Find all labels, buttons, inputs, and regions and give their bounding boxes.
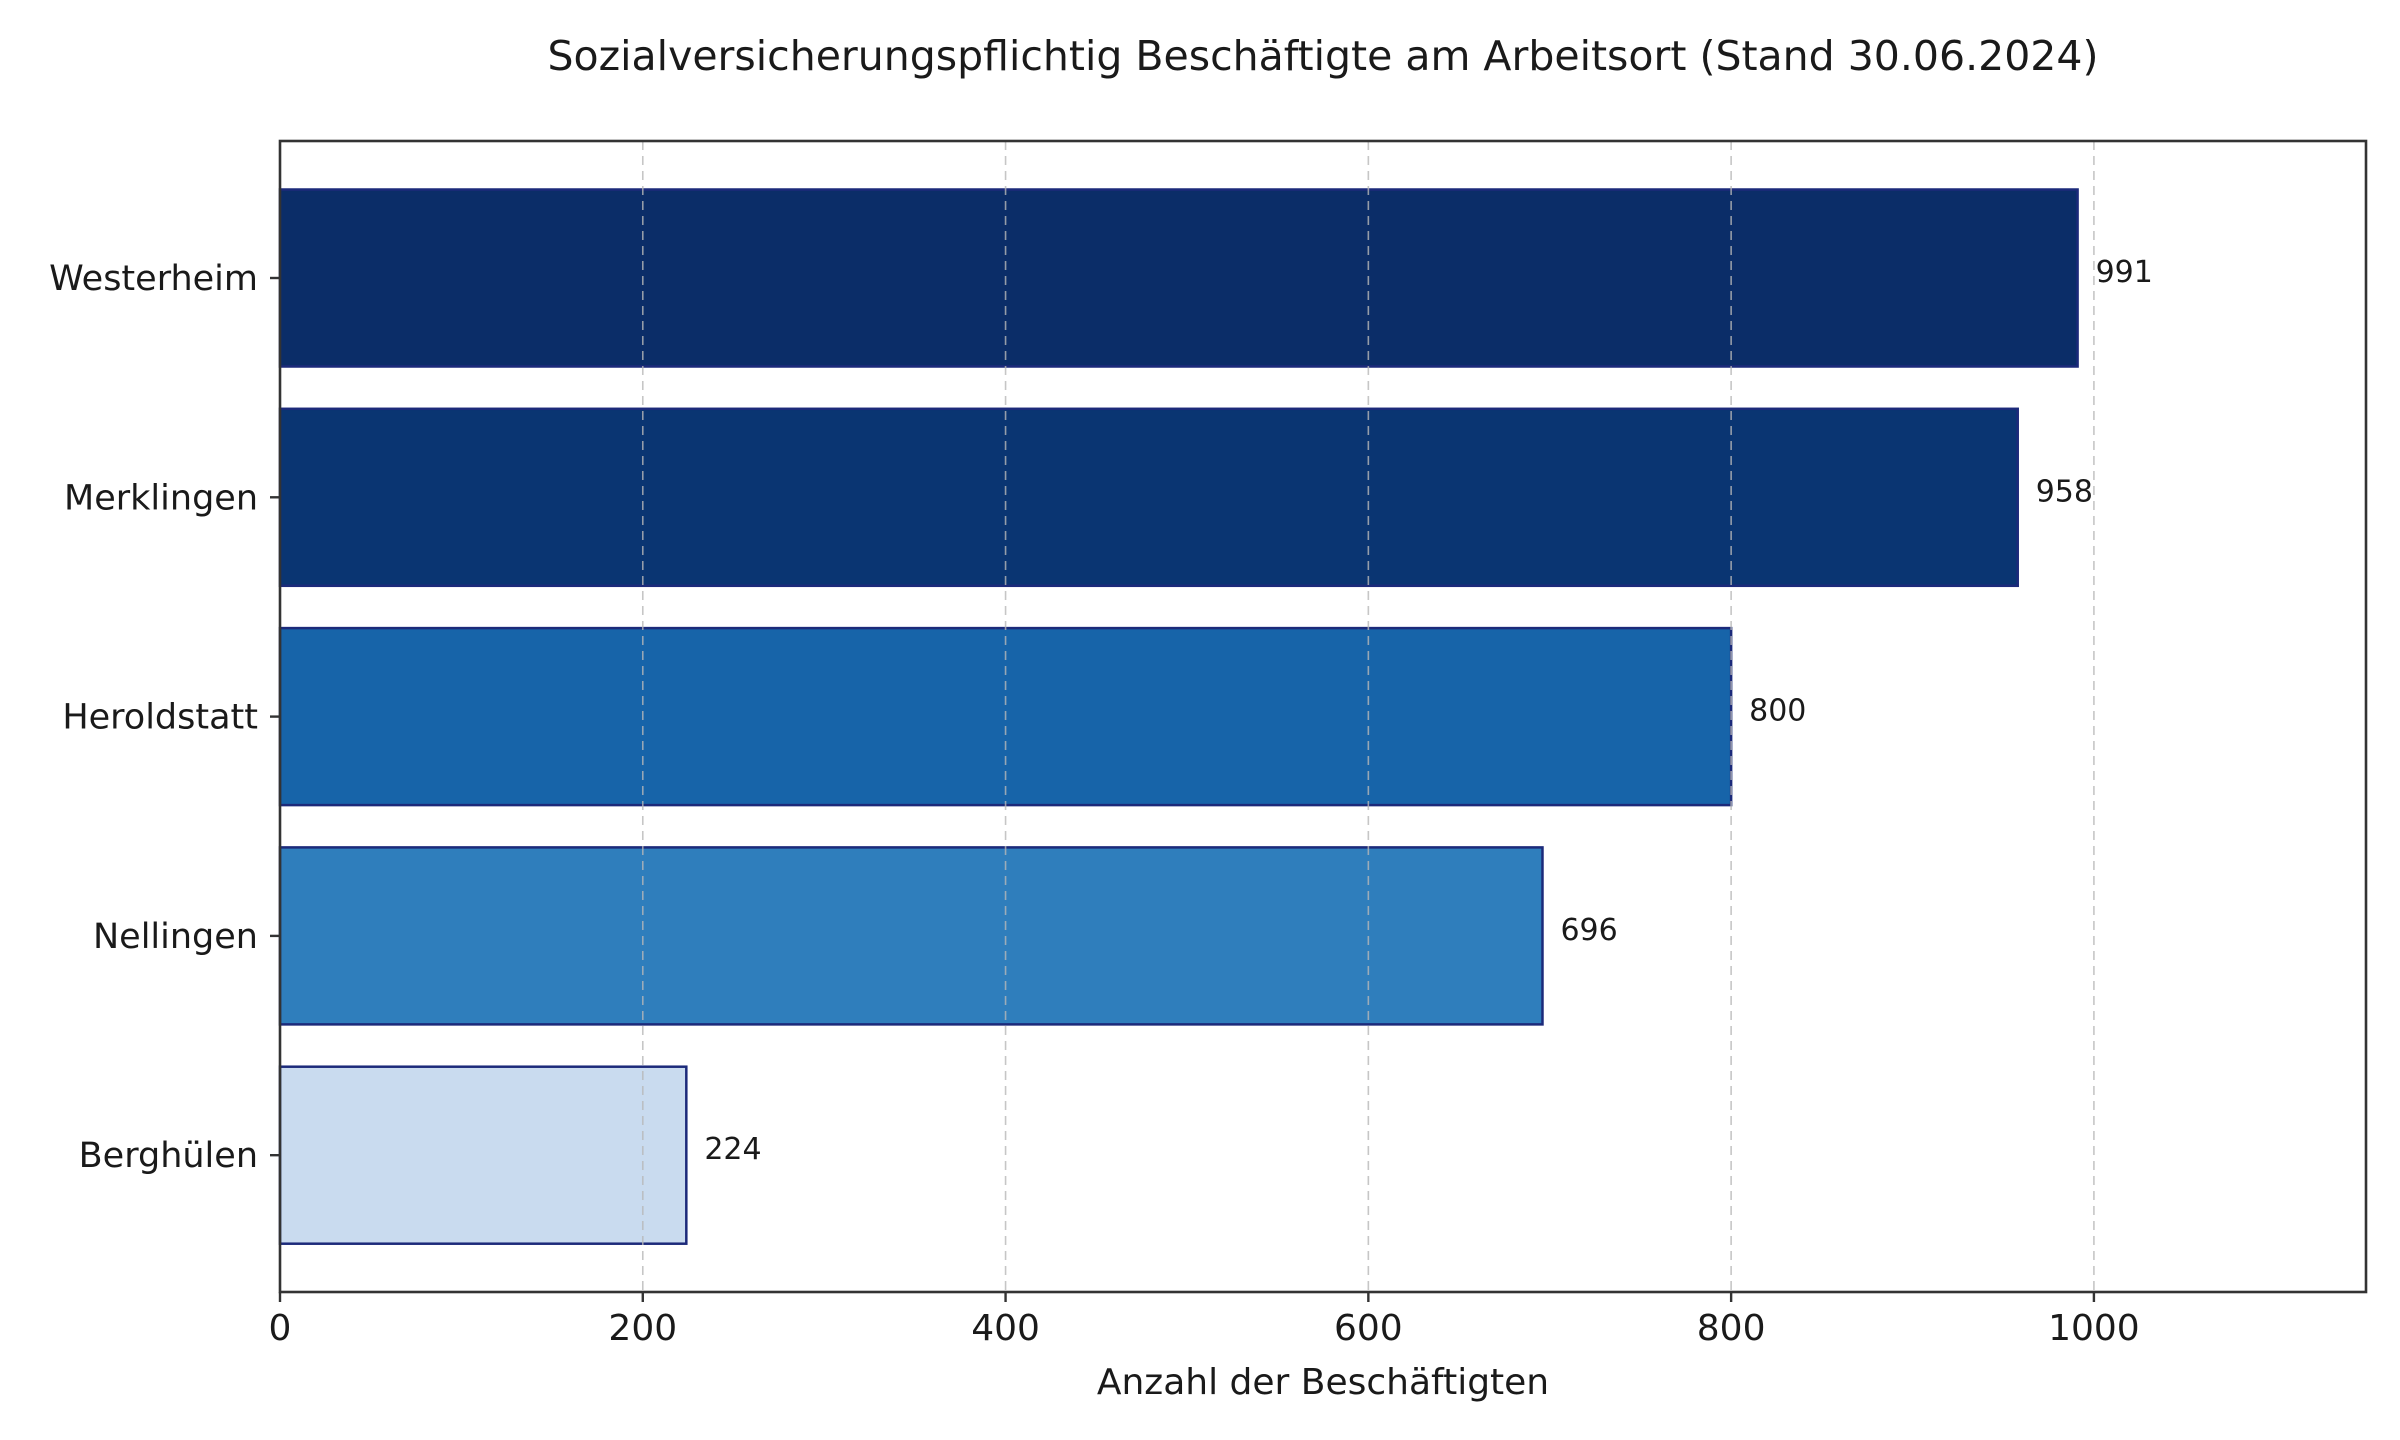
x-tick-label: 200 xyxy=(608,1308,677,1349)
data-label: 696 xyxy=(1560,913,1617,948)
chart-title: Sozialversicherungspflichtig Beschäftigt… xyxy=(548,32,2099,80)
y-tick-label: Heroldstatt xyxy=(62,698,258,738)
gridlines xyxy=(641,141,2095,1292)
data-label: 800 xyxy=(1749,694,1806,729)
y-tick-label: Nellingen xyxy=(93,917,258,957)
x-axis-label: Anzahl der Beschäftigten xyxy=(1097,1362,1549,1403)
data-label: 958 xyxy=(2036,474,2093,509)
y-tick-label: Merklingen xyxy=(64,478,258,518)
x-tick-label: 400 xyxy=(971,1308,1040,1349)
x-tick-label: 1000 xyxy=(2048,1308,2140,1349)
x-axis-ticks: 0 200 400 600 800 1000 xyxy=(269,1292,2140,1349)
data-label: 991 xyxy=(2096,255,2153,290)
y-axis-ticks: Westerheim Merklingen Heroldstatt Nellingen… xyxy=(49,259,280,1176)
y-tick-label: Westerheim xyxy=(49,259,258,299)
bar-merklingen xyxy=(278,407,2019,588)
x-tick-label: 0 xyxy=(269,1308,292,1349)
y-tick-label: Berghülen xyxy=(79,1136,258,1176)
bar-westerheim xyxy=(278,188,2079,368)
x-tick-label: 800 xyxy=(1697,1308,1766,1349)
data-label: 224 xyxy=(704,1132,761,1167)
bar-nellingen xyxy=(278,846,1544,1026)
bar-berghülen xyxy=(278,1065,688,1245)
data-labels: 991 958 800 696 224 xyxy=(704,255,2153,1167)
x-tick-label: 600 xyxy=(1334,1308,1403,1349)
